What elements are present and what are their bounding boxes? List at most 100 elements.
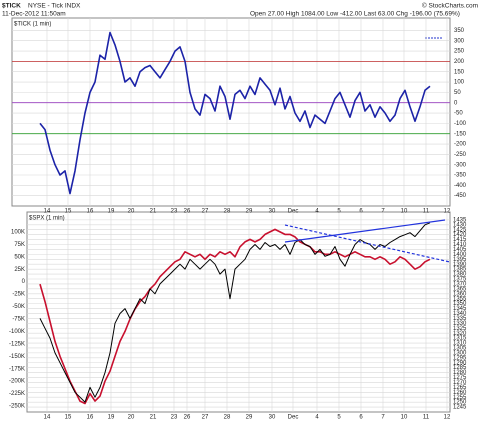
- y-tick-label: 25K: [14, 267, 25, 273]
- x-tick-label: 23: [171, 209, 178, 215]
- y2-tick-label: 1435: [453, 217, 467, 223]
- y-tick-label: -125K: [9, 341, 25, 347]
- y-tick-label: -175K: [9, 366, 25, 372]
- x-tick-label: 28: [224, 415, 231, 421]
- y2-tick-label: 1430: [453, 222, 467, 228]
- y2-tick-label: 1390: [453, 262, 467, 268]
- y-tick-label: -200: [454, 142, 467, 148]
- y-tick-label: -200K: [9, 379, 25, 385]
- y-tick-label: -250K: [9, 404, 25, 410]
- x-tick-label: Dec: [288, 209, 299, 215]
- y-tick-label: -300: [454, 162, 467, 168]
- x-tick-label: 26: [184, 209, 191, 215]
- y2-tick-label: 1325: [453, 326, 467, 332]
- panel-label: $TICK (1 min): [14, 22, 51, 28]
- y2-tick-label: 1330: [453, 321, 467, 327]
- y2-tick-label: 1360: [453, 291, 467, 297]
- y-tick-label: -150K: [9, 354, 25, 360]
- x-tick-label: 19: [108, 209, 115, 215]
- watermark: © StockCharts.com: [422, 2, 478, 10]
- symbol-name: NYSE - Tick INDX: [28, 3, 81, 10]
- y2-tick-label: 1300: [453, 350, 467, 356]
- datetime: 11-Dec-2012 11:50am: [2, 11, 66, 18]
- x-tick-label: 12: [444, 415, 451, 421]
- y2-tick-label: 1280: [453, 370, 467, 376]
- x-tick-label: 21: [150, 415, 157, 421]
- y2-tick-label: 1245: [453, 405, 467, 411]
- y2-tick-label: 1250: [453, 400, 467, 406]
- x-tick-label: 16: [87, 209, 94, 215]
- y2-tick-label: 1400: [453, 252, 467, 258]
- x-tick-label: 10: [401, 209, 408, 215]
- y2-tick-label: 1375: [453, 277, 467, 283]
- y-tick-label: 100: [454, 80, 465, 86]
- y2-tick-label: 1380: [453, 272, 467, 278]
- series-line: [39, 31, 431, 195]
- x-tick-label: 7: [381, 209, 385, 215]
- y2-tick-label: 1425: [453, 227, 467, 233]
- y-tick-label: -400: [454, 183, 467, 189]
- x-tick-label: 30: [269, 415, 276, 421]
- y2-tick-label: 1275: [453, 375, 467, 381]
- y2-tick-label: 1420: [453, 232, 467, 238]
- y2-tick-label: 1270: [453, 380, 467, 386]
- y-tick-label: -350: [454, 173, 467, 179]
- x-tick-label: 29: [246, 415, 253, 421]
- x-tick-label: 20: [128, 209, 135, 215]
- y2-tick-label: 1285: [453, 365, 467, 371]
- y2-tick-label: 1295: [453, 355, 467, 361]
- y-tick-label: 300: [454, 38, 465, 44]
- panel-frame: [11, 17, 451, 207]
- x-tick-label: 5: [337, 415, 341, 421]
- y-tick-label: 75K: [14, 242, 25, 248]
- y-tick-label: 350: [454, 28, 465, 34]
- y2-tick-label: 1340: [453, 311, 467, 317]
- x-tick-label: 14: [44, 209, 51, 215]
- panel-label: $SPX (1 min): [29, 216, 65, 222]
- y-tick-label: 50K: [14, 254, 25, 260]
- x-tick-label: 6: [359, 415, 363, 421]
- x-tick-label: 14: [44, 415, 51, 421]
- y2-tick-label: 1405: [453, 247, 467, 253]
- x-tick-label: Dec: [288, 415, 299, 421]
- x-tick-label: 26: [184, 415, 191, 421]
- y-tick-label: -25K: [12, 292, 25, 298]
- y2-tick-label: 1395: [453, 257, 467, 263]
- y2-tick-label: 1265: [453, 385, 467, 391]
- x-tick-label: 4: [315, 209, 319, 215]
- x-tick-label: 16: [87, 415, 94, 421]
- x-tick-label: 6: [359, 209, 363, 215]
- y-tick-label: -75K: [12, 317, 25, 323]
- x-tick-label: 10: [401, 415, 408, 421]
- y-tick-label: -225K: [9, 391, 25, 397]
- x-tick-label: 29: [246, 209, 253, 215]
- y-tick-label: -250: [454, 152, 467, 158]
- x-tick-label: 5: [337, 209, 341, 215]
- y2-tick-label: 1335: [453, 316, 467, 322]
- y-tick-label: 50: [454, 90, 461, 96]
- x-tick-label: 11: [423, 209, 430, 215]
- x-tick-label: 27: [202, 209, 209, 215]
- y2-tick-label: 1290: [453, 360, 467, 366]
- y-tick-label: 0: [22, 279, 26, 285]
- y-tick-label: -50: [454, 111, 463, 117]
- series-line: [39, 228, 431, 405]
- y-tick-label: 250: [454, 49, 465, 55]
- y-tick-label: -100K: [9, 329, 25, 335]
- x-tick-label: 20: [128, 415, 135, 421]
- x-tick-label: 19: [108, 415, 115, 421]
- x-tick-label: 21: [150, 209, 157, 215]
- x-tick-label: 4: [315, 415, 319, 421]
- y2-tick-label: 1320: [453, 331, 467, 337]
- y2-tick-label: 1255: [453, 395, 467, 401]
- y2-tick-label: 1415: [453, 237, 467, 243]
- x-tick-label: 30: [269, 209, 276, 215]
- y2-tick-label: 1315: [453, 336, 467, 342]
- y2-tick-label: 1350: [453, 301, 467, 307]
- symbol: $TICK: [2, 3, 21, 10]
- x-tick-label: 15: [65, 415, 72, 421]
- y-tick-label: 0: [454, 100, 458, 106]
- y2-tick-label: 1345: [453, 306, 467, 312]
- y-tick-label: -150: [454, 131, 467, 137]
- y2-tick-label: 1260: [453, 390, 467, 396]
